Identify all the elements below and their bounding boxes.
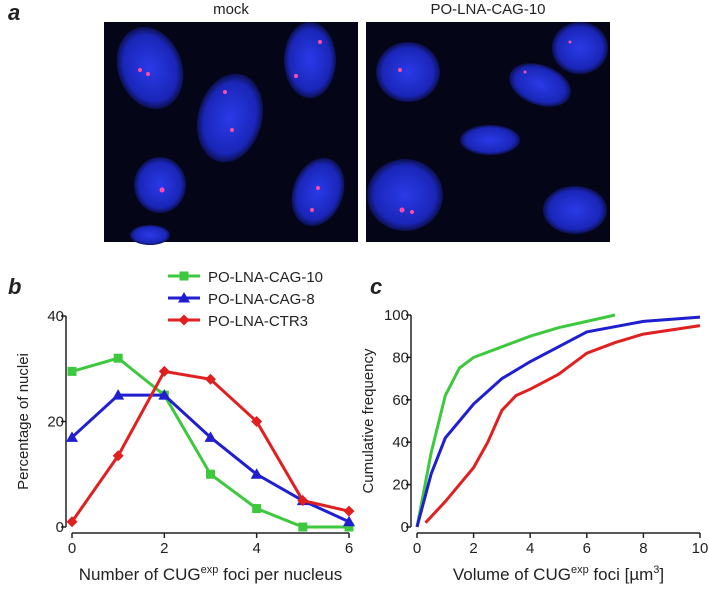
marker [112,389,125,400]
x-axis-label: Number of CUGexp foci per nucleus [79,564,342,584]
x-tick-label: 0 [68,540,76,557]
y-tick-label: 20 [392,477,409,494]
series-line [415,315,701,528]
y-tick-label: 20 [47,414,64,431]
marker [113,353,123,363]
x-axis-label-part: Volume of CUG [453,565,571,584]
series-line [424,324,701,524]
marker [204,431,217,442]
x-axis-label: Volume of CUGexp foci [µm3] [453,564,664,584]
x-tick-label: 6 [345,540,353,557]
y-tick-label: 40 [47,308,64,325]
y-axis-label: Cumulative frequency [360,348,377,494]
marker [66,431,78,442]
marker [250,468,263,479]
marker [252,504,262,514]
image-title: PO-LNA-CAG-10 [430,1,545,18]
marker [178,314,190,326]
y-tick-label: 60 [392,392,409,409]
panel-label: a [8,0,20,25]
series-line [70,369,350,523]
y-axis-label: Percentage of nuclei [15,353,32,490]
y-tick-label: 0 [56,519,64,536]
marker [344,522,354,532]
x-axis-label-part: 3 [653,564,659,576]
series-line [415,313,616,528]
x-axis-label-part: ] [659,565,664,584]
marker [251,416,263,427]
x-tick-label: 4 [252,540,260,557]
x-tick-label: 2 [469,540,477,557]
panel-label: c [370,274,382,299]
legend-label: PO-LNA-CTR3 [208,313,308,330]
marker [158,365,170,377]
marker [206,469,215,479]
x-axis-label-part: foci per nucleus [218,565,342,584]
x-tick-label: 8 [639,540,647,557]
x-axis-label-part: foci [µm [589,565,654,584]
marker [158,389,171,400]
marker [179,271,189,281]
marker [343,505,355,517]
marker [112,450,124,462]
legend-label: PO-LNA-CAG-8 [208,291,315,308]
y-tick-label: 80 [392,349,409,366]
marker [66,516,78,528]
image-title: mock [213,1,249,18]
panel-label: b [8,274,21,299]
micrograph [366,22,610,242]
y-tick-label: 100 [384,307,409,324]
x-axis-label-part: Number of CUG [79,565,201,584]
x-tick-label: 10 [692,540,709,557]
x-axis-label-part: exp [571,564,589,576]
marker [178,292,190,303]
marker [67,366,77,376]
y-tick-label: 0 [401,519,409,536]
marker [205,373,216,385]
x-axis-label-part: exp [201,564,219,576]
marker [297,495,309,507]
x-tick-label: 2 [160,540,168,557]
legend-label: PO-LNA-CAG-10 [208,269,323,286]
x-tick-label: 0 [413,540,421,557]
micrograph [104,22,358,245]
x-tick-label: 6 [583,540,591,557]
marker [343,515,355,527]
y-tick-label: 40 [392,434,409,451]
x-tick-label: 4 [526,540,534,557]
marker [298,522,308,532]
